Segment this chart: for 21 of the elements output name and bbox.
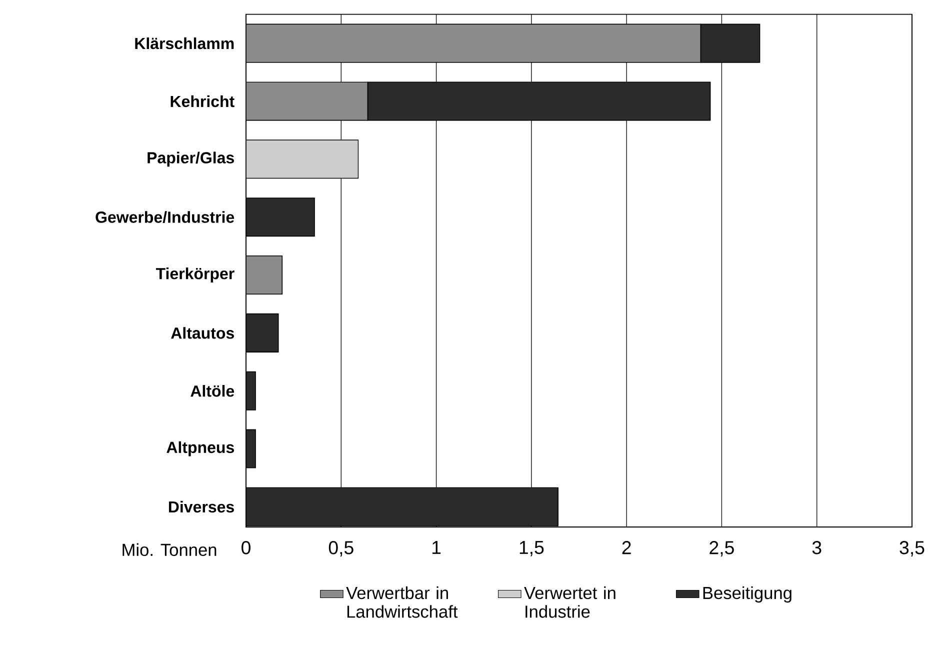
y-tick-label: Klärschlamm (135, 37, 234, 50)
y-tick-label: Papier/Glas (148, 152, 234, 167)
x-tick-label: 2,5 (710, 541, 734, 556)
y-tick-label: Tierkörper (156, 268, 234, 282)
legend-label: Verwertet in Industrie (524, 586, 616, 618)
y-tick-label: Diverses (168, 500, 234, 513)
x-tick-label: 2 (622, 541, 631, 554)
y-tick-label: Altpneus (166, 441, 234, 456)
x-tick-label: 0,5 (328, 541, 354, 556)
y-tick-label: Gewerbe/Industrie (96, 211, 234, 224)
x-tick-label: 1 (432, 541, 441, 554)
legend-label: Beseitigung (703, 586, 792, 603)
y-tick-label: Altöle (190, 384, 234, 397)
legend-label: Verwertbar in Landwirtschaft (346, 586, 458, 618)
x-tick-label: 3,5 (900, 541, 924, 556)
x-tick-label: 0 (242, 541, 250, 554)
x-tick-label: 3 (812, 541, 822, 554)
x-tick-label: 1,5 (520, 541, 544, 556)
y-tick-label: Kehricht (170, 95, 234, 108)
y-tick-label: Altautos (171, 327, 234, 339)
x-axis-title: Mio. Tonnen (122, 543, 216, 556)
